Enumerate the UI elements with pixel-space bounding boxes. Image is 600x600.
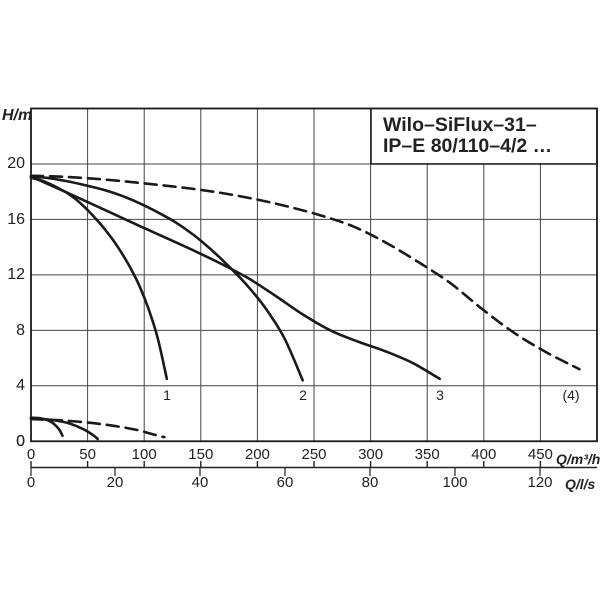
svg-text:200: 200 xyxy=(245,446,270,463)
svg-text:0: 0 xyxy=(27,474,35,491)
svg-text:350: 350 xyxy=(415,446,440,463)
svg-text:400: 400 xyxy=(471,446,496,463)
svg-text:120: 120 xyxy=(527,474,552,491)
svg-text:8: 8 xyxy=(16,322,25,339)
svg-text:Q/l/s: Q/l/s xyxy=(565,476,596,492)
svg-text:50: 50 xyxy=(79,446,96,463)
svg-text:3: 3 xyxy=(436,387,444,403)
svg-text:IP–E 80/110–4/2 …: IP–E 80/110–4/2 … xyxy=(383,135,552,157)
svg-text:450: 450 xyxy=(528,446,553,463)
svg-text:(4): (4) xyxy=(562,387,579,403)
svg-text:12: 12 xyxy=(7,266,25,283)
svg-text:0: 0 xyxy=(16,433,25,450)
svg-text:16: 16 xyxy=(7,211,25,228)
svg-text:150: 150 xyxy=(188,446,213,463)
svg-text:Q/m³/h: Q/m³/h xyxy=(556,451,600,467)
svg-text:H/m: H/m xyxy=(2,107,32,124)
svg-text:20: 20 xyxy=(107,474,124,491)
svg-text:300: 300 xyxy=(358,446,383,463)
svg-text:100: 100 xyxy=(442,474,467,491)
svg-text:100: 100 xyxy=(132,446,157,463)
svg-text:2: 2 xyxy=(299,387,307,403)
svg-text:4: 4 xyxy=(16,377,25,394)
svg-text:250: 250 xyxy=(301,446,326,463)
svg-text:60: 60 xyxy=(277,474,294,491)
svg-text:1: 1 xyxy=(163,387,171,403)
svg-text:0: 0 xyxy=(27,446,35,463)
svg-text:40: 40 xyxy=(192,474,209,491)
svg-text:20: 20 xyxy=(7,155,25,172)
svg-text:80: 80 xyxy=(362,474,379,491)
svg-text:Wilo–SiFlux–31–: Wilo–SiFlux–31– xyxy=(383,114,537,136)
